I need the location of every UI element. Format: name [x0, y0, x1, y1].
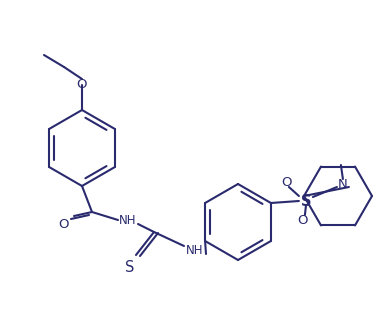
- Text: O: O: [77, 77, 87, 91]
- Text: S: S: [125, 261, 135, 275]
- Text: N: N: [338, 178, 348, 192]
- Text: NH: NH: [186, 244, 204, 256]
- Text: NH: NH: [119, 214, 137, 228]
- Text: O: O: [282, 177, 292, 189]
- Text: O: O: [298, 214, 308, 228]
- Text: O: O: [59, 218, 69, 230]
- Text: S: S: [301, 195, 311, 210]
